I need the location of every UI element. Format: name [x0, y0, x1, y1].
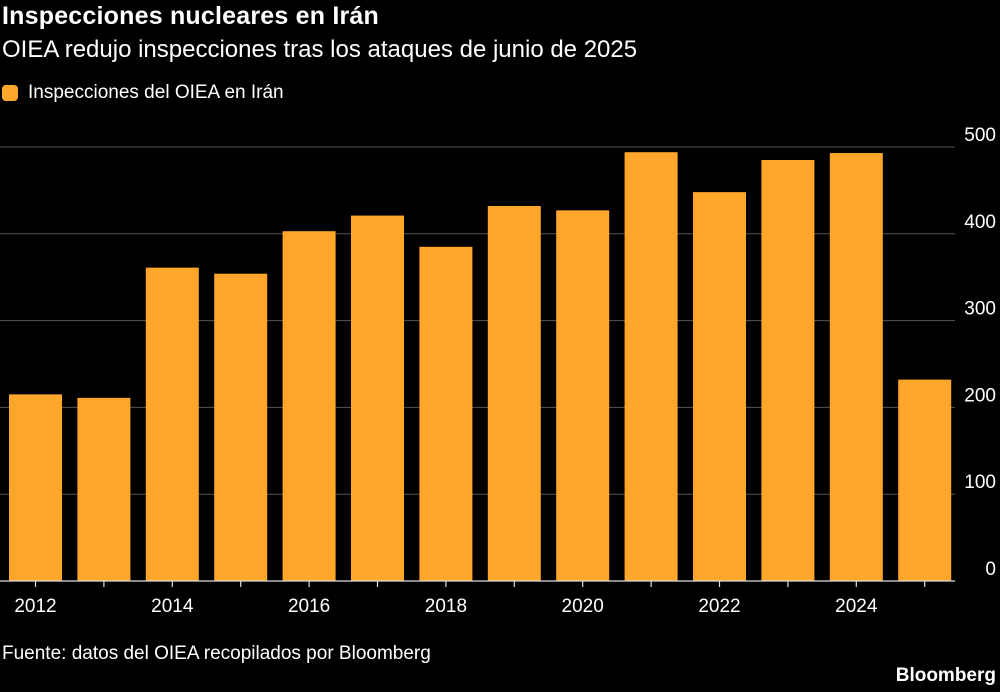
bar	[829, 153, 883, 582]
brand-logo: Bloomberg	[895, 665, 996, 686]
x-tick-label: 2024	[835, 596, 878, 617]
bar	[898, 379, 952, 581]
chart-subtitle: OIEA redujo inspecciones tras los ataque…	[2, 36, 638, 63]
x-tick-label: 2014	[151, 596, 194, 617]
source-note: Fuente: datos del OIEA recopilados por B…	[2, 643, 431, 664]
bar	[761, 160, 815, 581]
bar	[9, 394, 62, 581]
y-tick-label: 300	[964, 299, 996, 320]
bar	[351, 215, 404, 581]
legend: Inspecciones del OIEA en Irán	[2, 82, 284, 104]
bar	[693, 192, 746, 582]
bar	[624, 152, 678, 581]
chart-title: Inspecciones nucleares en Irán	[2, 2, 379, 30]
y-tick-label: 0	[985, 559, 996, 580]
bar	[214, 273, 268, 581]
legend-label: Inspecciones del OIEA en Irán	[28, 82, 284, 103]
x-tick-label: 2016	[288, 596, 330, 617]
bar	[145, 267, 199, 581]
bar	[419, 246, 473, 581]
y-tick-label: 400	[964, 212, 996, 233]
y-tick-label: 100	[964, 472, 996, 493]
legend-swatch	[2, 85, 18, 101]
bars	[9, 152, 952, 582]
x-tick-label: 2018	[425, 596, 467, 617]
x-tick-label: 2012	[14, 596, 56, 617]
y-tick-label: 200	[964, 385, 996, 406]
axes: 0 100 200 300 400 500 2012 2014 2016 2018 2020 2022…	[0, 125, 996, 617]
x-tick-label: 2020	[562, 596, 604, 617]
bar	[77, 397, 131, 581]
x-tick-label: 2022	[698, 596, 740, 617]
bar	[556, 210, 610, 581]
bar	[487, 206, 541, 582]
bar	[282, 231, 336, 582]
y-tick-label: 500	[964, 125, 996, 146]
